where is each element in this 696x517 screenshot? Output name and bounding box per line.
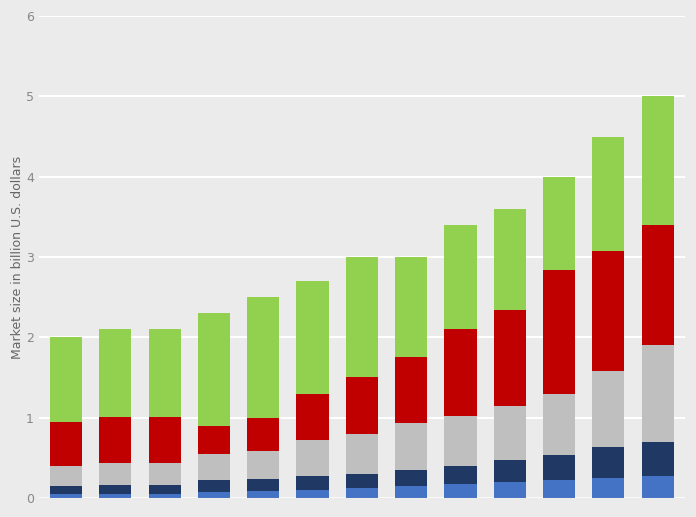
Bar — [247, 492, 279, 498]
Bar — [543, 270, 575, 394]
Bar — [642, 442, 674, 476]
Bar — [198, 492, 230, 498]
Bar — [148, 417, 180, 463]
Bar — [592, 371, 624, 447]
Bar — [445, 466, 477, 484]
Bar — [543, 177, 575, 270]
Y-axis label: Market size in billion U.S. dollars: Market size in billion U.S. dollars — [11, 156, 24, 359]
Bar — [346, 434, 378, 474]
Bar — [445, 225, 477, 329]
Bar — [296, 281, 329, 393]
Bar — [493, 209, 526, 310]
Bar — [346, 488, 378, 498]
Bar — [247, 297, 279, 418]
Bar — [493, 406, 526, 460]
Bar — [592, 251, 624, 371]
Bar — [100, 417, 132, 463]
Bar — [296, 393, 329, 440]
Bar — [247, 451, 279, 479]
Bar — [50, 466, 82, 486]
Bar — [592, 136, 624, 251]
Bar — [445, 416, 477, 466]
Bar — [148, 485, 180, 494]
Bar — [100, 494, 132, 498]
Bar — [100, 463, 132, 485]
Bar — [543, 454, 575, 480]
Bar — [543, 480, 575, 498]
Bar — [148, 329, 180, 417]
Bar — [296, 440, 329, 476]
Bar — [198, 480, 230, 492]
Bar — [395, 423, 427, 470]
Bar — [148, 463, 180, 485]
Bar — [247, 479, 279, 492]
Bar — [198, 425, 230, 454]
Bar — [395, 357, 427, 423]
Bar — [346, 377, 378, 434]
Bar — [100, 329, 132, 417]
Bar — [642, 345, 674, 442]
Bar — [50, 486, 82, 494]
Bar — [198, 313, 230, 425]
Bar — [642, 96, 674, 225]
Bar — [395, 486, 427, 498]
Bar — [493, 482, 526, 498]
Bar — [50, 337, 82, 421]
Bar — [592, 478, 624, 498]
Bar — [395, 257, 427, 357]
Bar — [445, 484, 477, 498]
Bar — [346, 474, 378, 488]
Bar — [247, 418, 279, 451]
Bar — [493, 310, 526, 406]
Bar — [445, 329, 477, 416]
Bar — [50, 494, 82, 498]
Bar — [543, 394, 575, 454]
Bar — [148, 494, 180, 498]
Bar — [296, 476, 329, 490]
Bar — [642, 225, 674, 345]
Bar — [50, 421, 82, 466]
Bar — [395, 470, 427, 486]
Bar — [592, 447, 624, 478]
Bar — [642, 476, 674, 498]
Bar — [198, 454, 230, 480]
Bar — [346, 257, 378, 377]
Bar — [296, 490, 329, 498]
Bar — [100, 485, 132, 494]
Bar — [493, 460, 526, 482]
